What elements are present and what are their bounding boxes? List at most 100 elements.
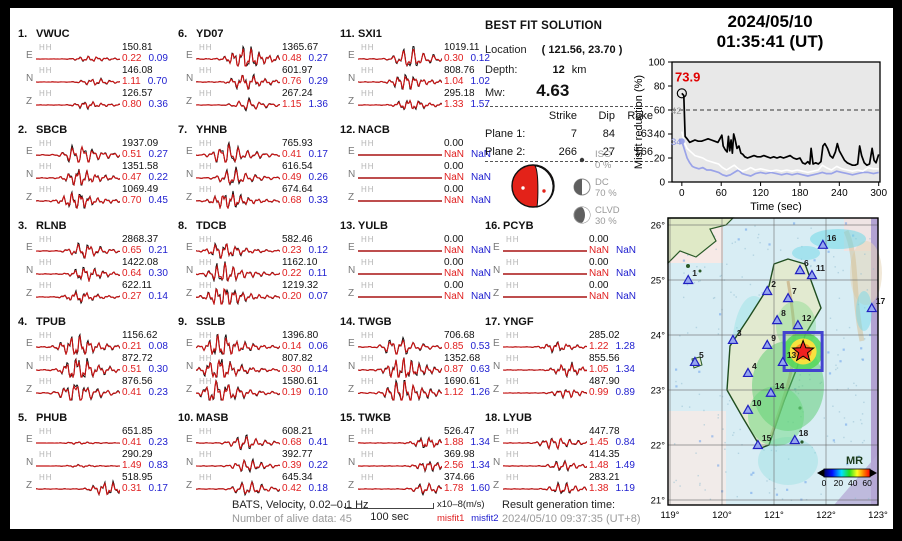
- channel-letter: E: [26, 50, 33, 61]
- channel-values: 1019.11 0.30 0.12: [444, 42, 490, 64]
- waveform-trace: [36, 383, 120, 401]
- waveform-trace: [36, 289, 120, 305]
- channel-row-TWKB-Z: Z HH 374.66 1.78 1.60: [340, 472, 506, 497]
- band-code: HH: [506, 450, 520, 459]
- amplitude-value: 0.00: [444, 280, 464, 291]
- waveform-trace: [196, 379, 280, 401]
- station-header: 5. PHUB: [18, 412, 68, 424]
- channel-row-TDCB-Z: Z HH 1219.32 0.20 0.07: [178, 280, 344, 305]
- waveform-trace: [503, 361, 587, 378]
- band-code: HH: [506, 427, 520, 436]
- amplitude-value: 0.00: [589, 280, 609, 291]
- channel-letter: E: [348, 338, 355, 349]
- channel-row-VWUC-E: E HH 150.81 0.22 0.09: [18, 42, 184, 67]
- misfit1-value: 0.30: [282, 364, 302, 375]
- channel-letter: Z: [26, 288, 33, 299]
- clvd-icon: [573, 206, 591, 224]
- misfit2-value: 1.02: [470, 76, 490, 87]
- station-header: 12. NACB: [340, 124, 390, 136]
- svg-text:119°: 119°: [661, 510, 680, 521]
- channel-letter: E: [348, 242, 355, 253]
- band-code: HH: [39, 89, 53, 98]
- misfit1-value: 0.41: [122, 437, 142, 448]
- channel-letter: N: [186, 73, 194, 84]
- misfit1-value: 0.39: [282, 460, 302, 471]
- channel-row-TWGB-N: N HH 1352.68 0.87 0.63: [340, 353, 506, 378]
- misfit2-value: NaN: [616, 245, 637, 256]
- channel-row-MASB-Z: Z HH 645.34 0.42 0.18: [178, 472, 344, 497]
- channel-values: 1396.80 0.14 0.06: [282, 330, 328, 352]
- band-code: HH: [361, 450, 375, 459]
- misfit2-value: 0.45: [148, 195, 168, 206]
- channel-values: 808.76 1.04 1.02: [444, 65, 490, 87]
- channel-letter: Z: [348, 480, 355, 491]
- plane1-label: Plane 1:: [485, 128, 526, 140]
- channel-values: 645.34 0.42 0.18: [282, 472, 328, 494]
- waveform-trace: [36, 441, 120, 445]
- svg-text:100: 100: [648, 58, 665, 69]
- amplitude-value: 1690.61: [444, 376, 481, 387]
- channel-row-PCYB-Z: Z HH 0.00 NaN NaN: [485, 280, 651, 305]
- amplitude-value: 1069.49: [122, 184, 159, 195]
- map-station-6: [794, 264, 806, 275]
- svg-text:21°: 21°: [651, 496, 666, 507]
- channel-letter: Z: [348, 288, 355, 299]
- channel-letter: E: [186, 338, 193, 349]
- band-code: HH: [39, 139, 53, 148]
- channel-values: 283.21 1.38 1.19: [589, 472, 635, 494]
- misfit2-value: 0.17: [148, 483, 168, 494]
- svg-text:80: 80: [654, 82, 666, 93]
- misfit1-value: 1.48: [589, 460, 609, 471]
- amplitude-value: 601.97: [282, 65, 313, 76]
- station-header: 18. LYUB: [485, 412, 532, 424]
- waveform-trace: [358, 46, 442, 67]
- map-station-14: [765, 387, 777, 397]
- misfit2-value: NaN: [616, 268, 637, 279]
- band-code: HH: [506, 377, 520, 386]
- svg-text:60: 60: [716, 188, 728, 199]
- band-code: HH: [361, 331, 375, 340]
- misfit-legend: misfit1 misfit2: [437, 513, 499, 524]
- map-station-18: [789, 434, 801, 445]
- channel-values: 526.47 1.88 1.34: [444, 426, 490, 448]
- misfit1-value: 0.99: [589, 387, 609, 398]
- amplitude-value: 582.46: [282, 234, 313, 245]
- waveform-trace: [36, 266, 120, 282]
- misfit1-value: 0.68: [282, 437, 302, 448]
- band-code: HH: [361, 235, 375, 244]
- amplitude-value: 622.11: [122, 280, 152, 291]
- channel-letter: E: [186, 242, 193, 253]
- amplitude-value: 807.82: [282, 353, 313, 364]
- amplitude-value: 872.72: [122, 353, 153, 364]
- channel-values: 392.77 0.39 0.22: [282, 449, 328, 471]
- waveform-trace: [358, 200, 442, 202]
- channel-values: 807.82 0.30 0.14: [282, 353, 328, 375]
- misfit2-value: 0.21: [148, 245, 168, 256]
- col-rake: Rake: [627, 110, 653, 122]
- focal-mechanism-beachball-icon: [511, 164, 555, 208]
- channel-letter: N: [493, 361, 501, 372]
- channel-letter: E: [26, 338, 33, 349]
- misfit1-value: 0.64: [122, 268, 142, 279]
- channel-letter: E: [26, 146, 33, 157]
- waveform-trace: [196, 261, 280, 282]
- misfit2-value: 0.09: [148, 53, 168, 64]
- amplitude-value: 290.29: [122, 449, 153, 460]
- band-code: HH: [506, 235, 520, 244]
- station-header: 8. TDCB: [178, 220, 227, 232]
- misfit1-value: 1.05: [589, 364, 609, 375]
- misfit2-value: 0.12: [470, 53, 490, 64]
- misfit1-value: 0.42: [282, 483, 302, 494]
- misfit2-value: 1.57: [470, 99, 490, 110]
- map-station-15: [752, 439, 764, 450]
- svg-text:123°: 123°: [868, 510, 888, 521]
- band-code: HH: [361, 354, 375, 363]
- band-code: HH: [199, 258, 213, 267]
- waveform-trace: [358, 335, 442, 355]
- channel-letter: N: [348, 457, 356, 468]
- misfit2-value: 1.19: [615, 483, 635, 494]
- band-code: HH: [199, 185, 213, 194]
- misfit1-value: 1.12: [444, 387, 464, 398]
- misfit1-value: 1.15: [282, 99, 302, 110]
- channel-values: 1365.67 0.48 0.27: [282, 42, 328, 64]
